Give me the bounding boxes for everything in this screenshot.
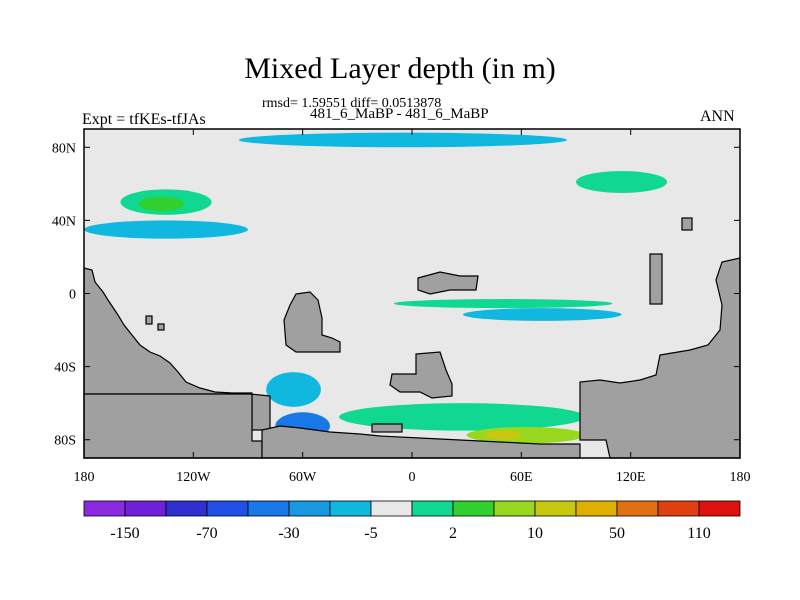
- land-south-atlantic-blob: [389, 351, 453, 399]
- x-tick-label: 120E: [616, 470, 646, 485]
- anomaly-region-4: [576, 171, 668, 193]
- colorbar-label: -5: [364, 525, 377, 542]
- land-east-blob: [417, 271, 479, 295]
- x-tick-label: 180: [730, 470, 751, 485]
- y-tick-label: 40N: [52, 214, 76, 229]
- anomaly-layer: [84, 132, 668, 444]
- anomaly-region-3: [138, 196, 185, 212]
- map-plot-area: [83, 128, 741, 459]
- y-axis: 80N 40N 0 40S 80S: [52, 141, 740, 449]
- colorbar-swatch: [698, 500, 741, 517]
- anomaly-region-1: [84, 220, 248, 239]
- colorbar-swatch: [124, 500, 167, 517]
- colorbar-swatch: [206, 500, 249, 517]
- anomaly-region-6: [393, 298, 613, 309]
- chart-title: Mixed Layer depth (in m): [244, 52, 556, 85]
- x-tick-label: 180: [74, 470, 95, 485]
- colorbar-swatch: [165, 500, 208, 517]
- colorbar-label: 10: [527, 525, 543, 542]
- land-antarctica-central: [261, 425, 581, 459]
- anomaly-region-5: [463, 308, 622, 321]
- colorbar: -150 -70 -30 -5 2 10 50 110: [83, 500, 741, 542]
- anomaly-region-0: [238, 132, 567, 148]
- stats-line: rmsd= 1.59551 diff= 0.0513878: [262, 96, 442, 111]
- colorbar-label: 2: [449, 525, 457, 542]
- colorbar-swatch: [575, 500, 618, 517]
- land-island-4: [157, 323, 165, 331]
- land-island-3: [145, 315, 153, 325]
- x-tick-label: 120W: [176, 470, 211, 485]
- experiment-line: 481_6_MaBP - 481_6_MaBP: [310, 106, 489, 122]
- colorbar-swatch: [247, 500, 290, 517]
- land-island-5: [371, 423, 403, 433]
- experiment-label: Expt = tfKEs-tfJAs: [82, 111, 206, 128]
- y-tick-label: 80N: [52, 141, 76, 156]
- y-tick-label: 0: [69, 288, 76, 303]
- colorbar-swatch: [493, 500, 536, 517]
- colorbar-swatch: [83, 500, 126, 517]
- y-tick-label: 40S: [54, 361, 76, 376]
- colorbar-swatch: [288, 500, 331, 517]
- x-tick-label: 0: [409, 470, 416, 485]
- x-axis: 180 120W 60W 0 60E 120E 180: [74, 129, 751, 485]
- colorbar-swatch: [452, 500, 495, 517]
- colorbar-swatch: [616, 500, 659, 517]
- colorbar-label: 50: [609, 525, 625, 542]
- season-label: ANN: [700, 108, 735, 125]
- land-island-2: [681, 217, 693, 231]
- y-tick-label: 80S: [54, 434, 76, 449]
- anomaly-region-7: [266, 372, 321, 407]
- land-mask: [83, 217, 741, 459]
- colorbar-label: 110: [687, 525, 710, 542]
- colorbar-label: -30: [278, 525, 299, 542]
- colorbar-swatch: [329, 500, 372, 517]
- colorbar-label: -150: [110, 525, 139, 542]
- colorbar-label: -70: [196, 525, 217, 542]
- colorbar-swatch: [657, 500, 700, 517]
- land-equatorial-blob: [283, 291, 341, 353]
- x-tick-label: 60E: [510, 470, 533, 485]
- anomaly-region-11: [484, 430, 522, 440]
- land-antarctica-west: [83, 393, 263, 459]
- colorbar-swatch: [411, 500, 454, 517]
- colorbar-swatch: [534, 500, 577, 517]
- colorbar-swatch: [370, 500, 413, 517]
- land-south-america: [83, 267, 271, 431]
- land-island-1: [649, 253, 663, 305]
- x-tick-label: 60W: [289, 470, 317, 485]
